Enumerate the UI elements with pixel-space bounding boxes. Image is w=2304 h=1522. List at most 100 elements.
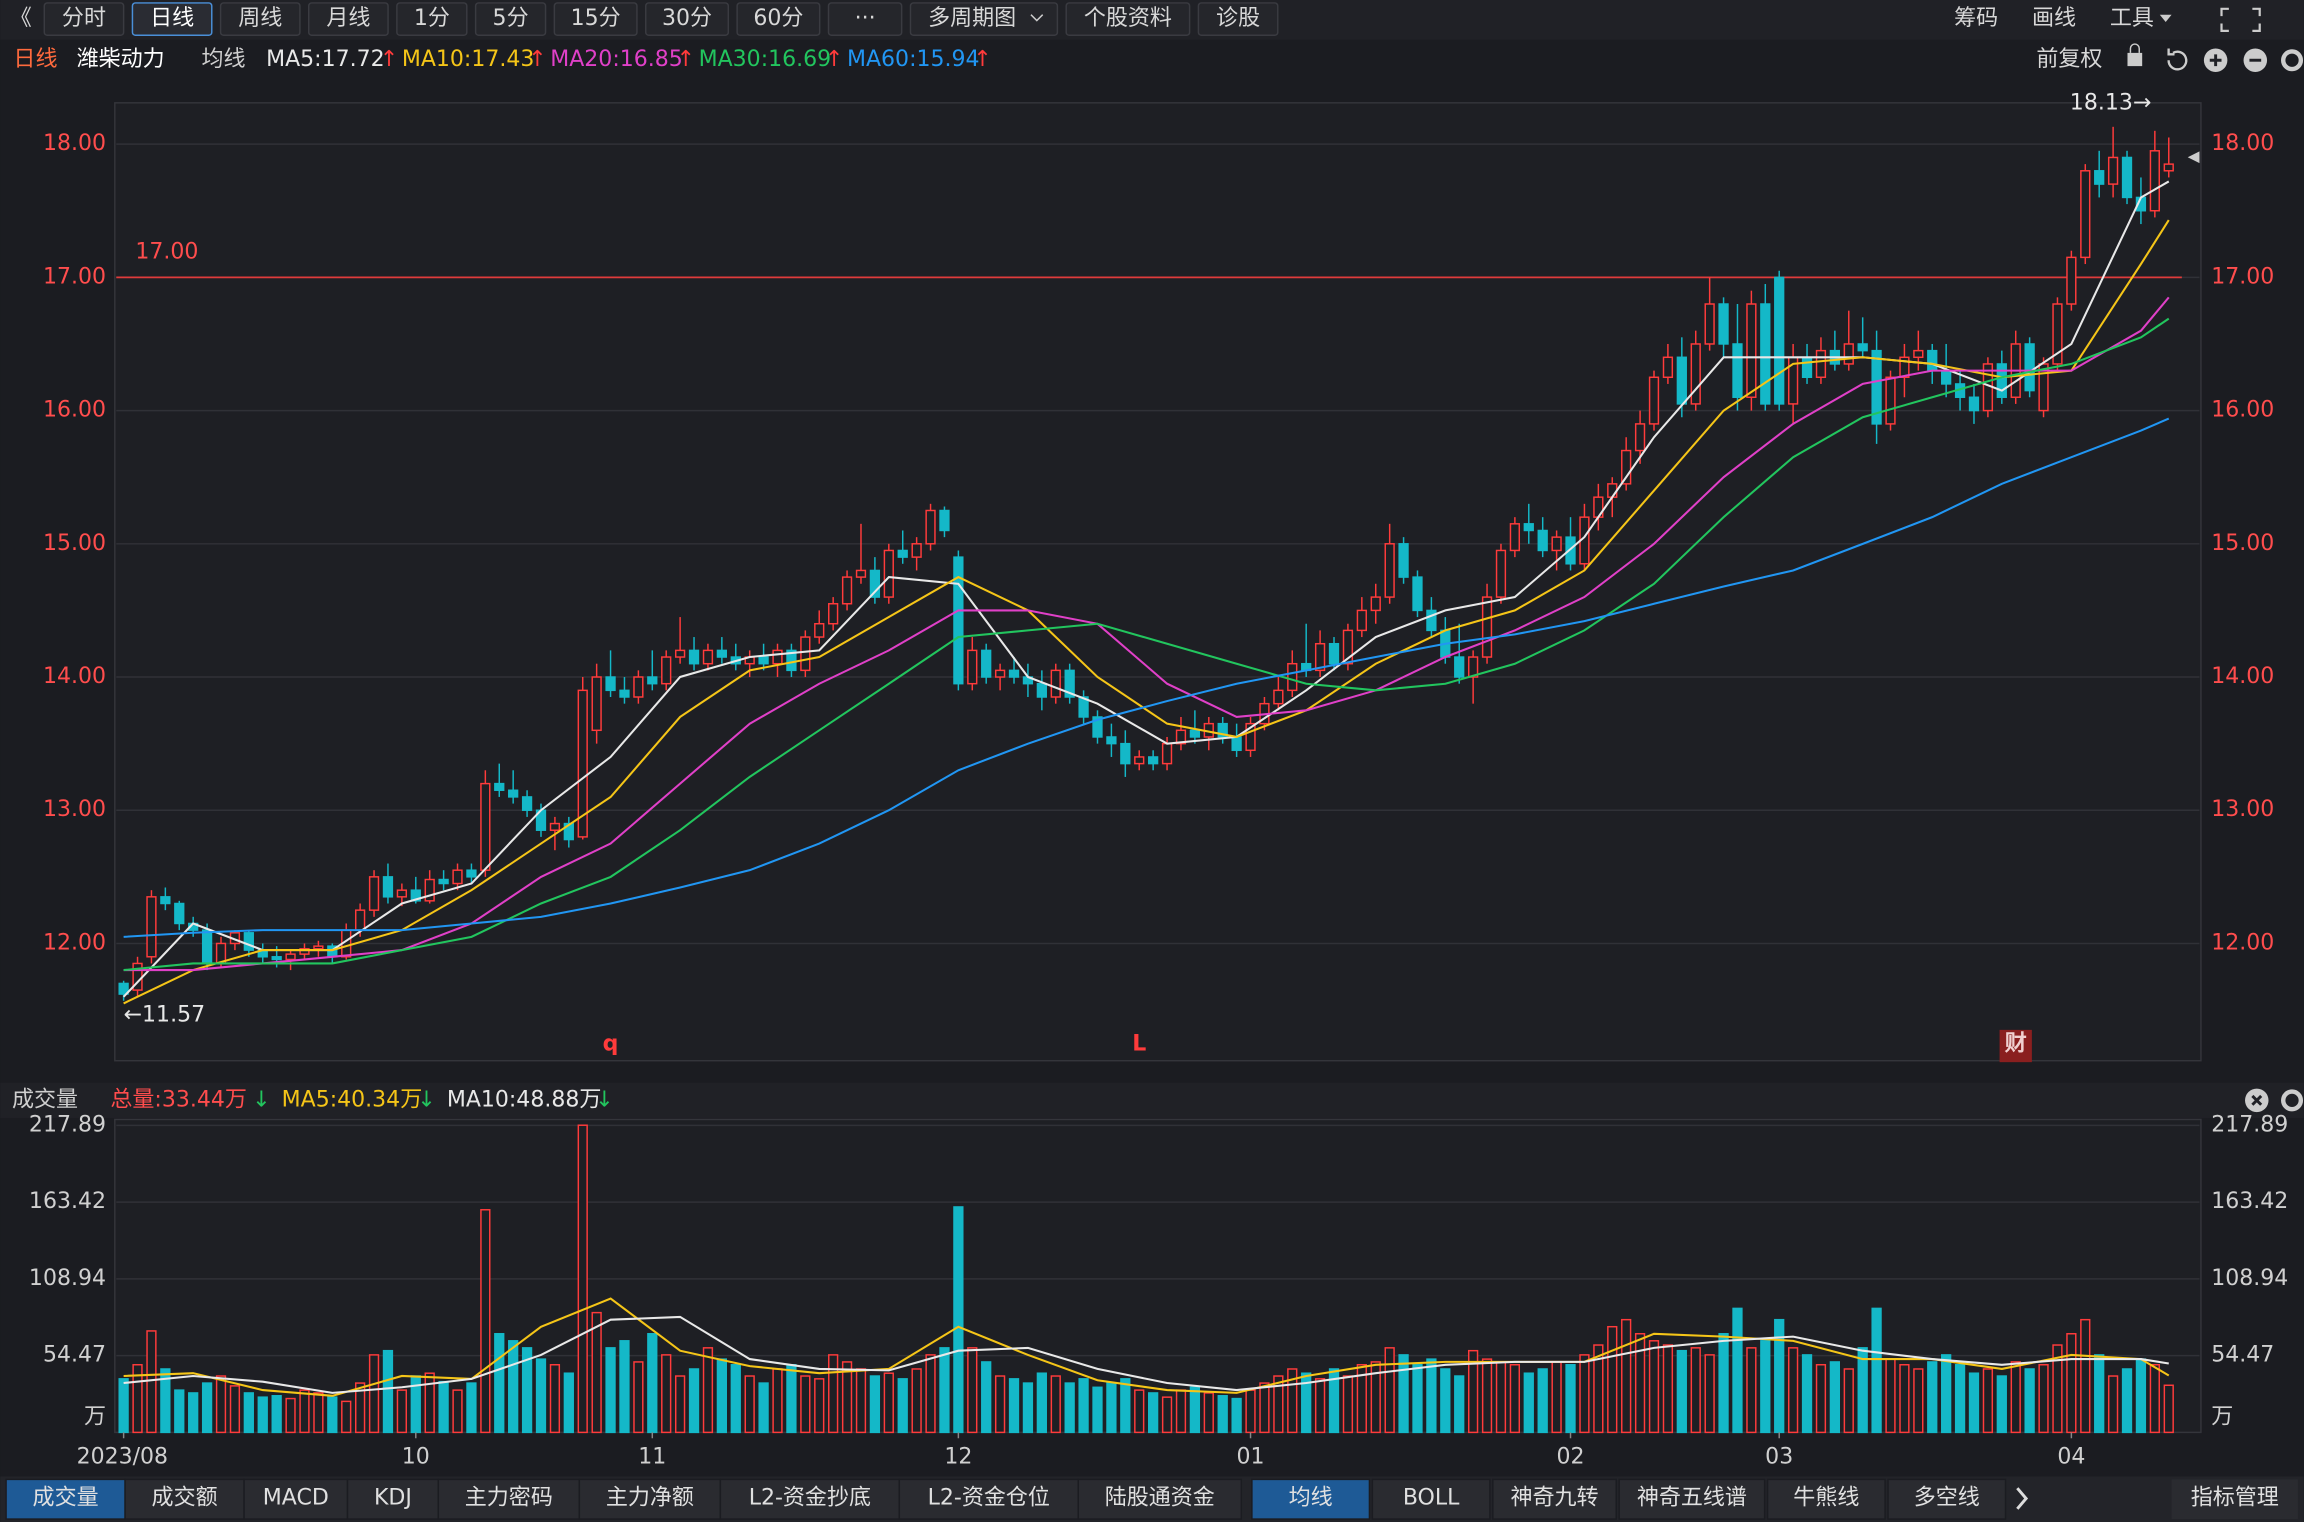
volume-bar bbox=[382, 1349, 394, 1434]
overlay-tab[interactable] bbox=[1492, 1478, 1617, 1520]
indicator-tab[interactable] bbox=[898, 1478, 1079, 1520]
candle-body bbox=[508, 789, 519, 798]
volume-bar bbox=[1231, 1397, 1242, 1434]
volume-bar bbox=[1175, 1389, 1187, 1434]
candle-body bbox=[716, 649, 728, 658]
overlay-tab-label[interactable]: 神奇五线谱 bbox=[1637, 1485, 1747, 1510]
toolbar-label[interactable]: 月线 bbox=[326, 6, 370, 31]
toolbar-label[interactable]: 周线 bbox=[238, 6, 282, 31]
indicator-tab-label[interactable]: KDJ bbox=[374, 1485, 412, 1510]
toolbar-button[interactable] bbox=[909, 2, 1059, 36]
toolbar-label[interactable]: 《 bbox=[10, 6, 32, 31]
toolbar-button[interactable] bbox=[474, 2, 547, 36]
fullscreen-icon[interactable] bbox=[2220, 7, 2261, 32]
manage-label[interactable]: 指标管理 bbox=[2191, 1485, 2279, 1510]
toolbar-label[interactable]: 5分 bbox=[493, 6, 529, 31]
indicator-tab[interactable] bbox=[346, 1478, 440, 1520]
settings-icon[interactable] bbox=[2281, 49, 2304, 72]
pane-settings-icon[interactable] bbox=[2281, 1089, 2304, 1112]
candle-body bbox=[953, 556, 964, 685]
candle-body bbox=[174, 902, 185, 925]
event-marker[interactable]: L bbox=[1132, 1032, 1146, 1057]
toolbar-button[interactable] bbox=[307, 2, 389, 36]
toolbar-label[interactable]: 15分 bbox=[571, 6, 621, 31]
indicator-tab-label[interactable]: 成交量 bbox=[33, 1485, 99, 1510]
volume-bar bbox=[1537, 1368, 1548, 1434]
ma-title: 均线 bbox=[201, 47, 245, 72]
overlay-tab[interactable] bbox=[1766, 1478, 1886, 1520]
toolbar-button[interactable] bbox=[736, 2, 821, 36]
toolbar-right-label[interactable]: 画线 bbox=[2032, 6, 2076, 31]
toolbar-label[interactable]: 1分 bbox=[414, 6, 450, 31]
indicator-tab-label[interactable]: 陆股通资金 bbox=[1105, 1485, 1215, 1510]
volume-bar bbox=[1662, 1344, 1674, 1434]
toolbar-label[interactable]: 诊股 bbox=[1216, 6, 1260, 31]
indicator-tab-label[interactable]: L2-资金仓位 bbox=[928, 1485, 1050, 1510]
overlay-tab-label[interactable]: 均线 bbox=[1289, 1485, 1333, 1510]
indicator-tab[interactable] bbox=[243, 1478, 349, 1520]
indicator-tab-label[interactable]: 成交额 bbox=[152, 1485, 218, 1510]
candle-body bbox=[1871, 349, 1882, 425]
indicator-tab[interactable] bbox=[437, 1478, 581, 1520]
indicator-tab-label[interactable]: 主力净额 bbox=[606, 1485, 694, 1510]
volume-bar bbox=[1384, 1347, 1395, 1434]
stock-name: 潍柴动力 bbox=[77, 47, 165, 72]
volume-bar bbox=[1551, 1361, 1562, 1434]
volume-bar bbox=[1481, 1358, 1493, 1434]
overlay-tab-label[interactable]: 神奇九转 bbox=[1511, 1485, 1599, 1510]
volume-bar bbox=[1328, 1368, 1340, 1434]
volume-bar bbox=[160, 1368, 171, 1434]
undo-icon[interactable] bbox=[2167, 48, 2188, 71]
toolbar-button[interactable] bbox=[827, 2, 903, 36]
indicator-tab[interactable] bbox=[1077, 1478, 1243, 1520]
overlay-next-arrow[interactable] bbox=[2016, 1487, 2029, 1510]
toolbar-button[interactable] bbox=[645, 2, 730, 36]
overlay-tab[interactable] bbox=[1618, 1478, 1766, 1520]
overlay-tab-label[interactable]: BOLL bbox=[1403, 1485, 1460, 1510]
overlay-tab-label[interactable]: 牛熊线 bbox=[1793, 1485, 1859, 1510]
candle-body bbox=[480, 782, 491, 871]
candle-body bbox=[160, 896, 171, 905]
event-marker[interactable]: q bbox=[603, 1032, 619, 1057]
toolbar-label[interactable]: ··· bbox=[855, 6, 876, 31]
indicator-tab[interactable] bbox=[719, 1478, 901, 1520]
toolbar-button[interactable] bbox=[396, 2, 468, 36]
overlay-tab-label[interactable]: 多空线 bbox=[1914, 1485, 1980, 1510]
candle-body bbox=[1314, 642, 1326, 672]
overlay-tab[interactable] bbox=[1887, 1478, 2007, 1520]
toolbar-label[interactable]: 30分 bbox=[662, 6, 712, 31]
toolbar-label[interactable]: 多周期图 bbox=[928, 6, 1016, 31]
candle-body bbox=[1774, 276, 1785, 405]
indicator-tab-label[interactable]: 主力密码 bbox=[465, 1485, 553, 1510]
candle-body bbox=[1607, 483, 1618, 498]
toolbar-button[interactable] bbox=[131, 2, 213, 36]
toolbar-right-label[interactable]: 工具 bbox=[2110, 6, 2154, 31]
toolbar-button[interactable] bbox=[553, 2, 638, 36]
toolbar-button[interactable] bbox=[1065, 2, 1191, 36]
volume-bar bbox=[1495, 1361, 1507, 1434]
candle-body bbox=[1885, 376, 1896, 425]
overlay-tab[interactable] bbox=[1251, 1478, 1371, 1520]
toolbar-label[interactable]: 60分 bbox=[753, 6, 803, 31]
toolbar-button[interactable] bbox=[43, 2, 125, 36]
manage-button[interactable] bbox=[2171, 1479, 2298, 1520]
toolbar-button[interactable] bbox=[1197, 2, 1279, 36]
toolbar-label[interactable]: 个股资料 bbox=[1084, 6, 1172, 31]
toolbar-label[interactable]: 分时 bbox=[62, 6, 106, 31]
price-level-label: 17.00 bbox=[135, 239, 198, 264]
adjust-label[interactable]: 前复权 bbox=[2036, 47, 2102, 72]
indicator-tab-label[interactable]: MACD bbox=[263, 1485, 329, 1510]
lock-icon[interactable] bbox=[2127, 52, 2143, 67]
event-marker[interactable]: 财 bbox=[2005, 1032, 2027, 1057]
candle-body bbox=[1662, 356, 1674, 379]
volume-bar bbox=[2163, 1384, 2174, 1434]
volume-bar bbox=[1565, 1364, 1576, 1434]
volume-bar bbox=[2094, 1354, 2105, 1434]
toolbar-button[interactable] bbox=[219, 2, 301, 36]
toolbar-label[interactable]: 日线 bbox=[150, 6, 194, 31]
volume-bar bbox=[118, 1378, 129, 1434]
indicator-tab-label[interactable]: L2-资金抄底 bbox=[749, 1485, 871, 1510]
toolbar-right-label[interactable]: 筹码 bbox=[1954, 6, 1998, 31]
overlay-tab[interactable] bbox=[1371, 1478, 1491, 1520]
event-badge[interactable] bbox=[1999, 1029, 2032, 1063]
